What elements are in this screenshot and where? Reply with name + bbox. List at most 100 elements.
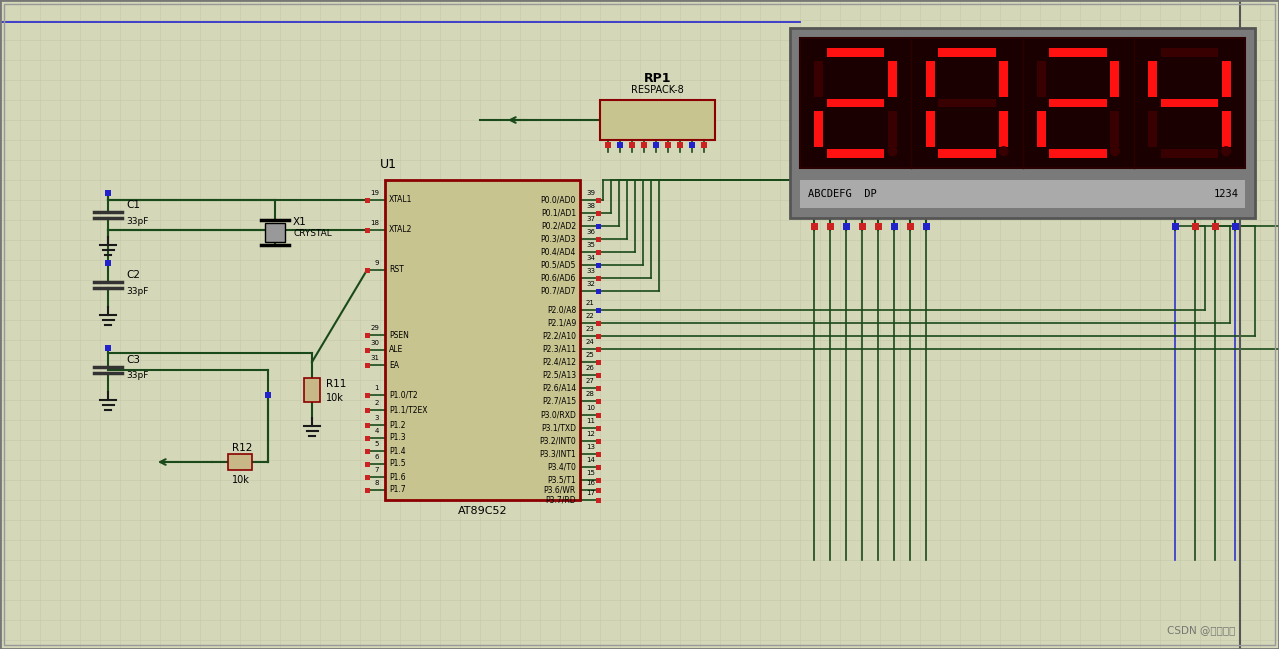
- Text: P1.1/T2EX: P1.1/T2EX: [389, 406, 427, 415]
- Bar: [596, 289, 601, 293]
- Bar: [596, 439, 601, 443]
- Bar: [596, 223, 601, 228]
- Text: P3.6/WR: P3.6/WR: [544, 485, 576, 495]
- Bar: [596, 386, 601, 391]
- Bar: [365, 461, 370, 467]
- Text: RST: RST: [389, 265, 404, 275]
- Text: 1234: 1234: [1214, 189, 1239, 199]
- Bar: [1211, 223, 1219, 230]
- Text: 31: 31: [370, 355, 379, 361]
- Text: P0.7/AD7: P0.7/AD7: [541, 286, 576, 295]
- Text: 8: 8: [375, 480, 379, 486]
- Text: P1.4: P1.4: [389, 447, 405, 456]
- Text: P0.2/AD2: P0.2/AD2: [541, 221, 576, 230]
- Text: R11: R11: [326, 379, 347, 389]
- Text: P1.2: P1.2: [389, 421, 405, 430]
- Text: 3: 3: [375, 415, 379, 421]
- Bar: [365, 267, 370, 273]
- Text: P0.0/AD0: P0.0/AD0: [541, 195, 576, 204]
- Bar: [926, 111, 935, 147]
- Text: 22: 22: [586, 313, 595, 319]
- Bar: [365, 332, 370, 337]
- Text: P1.3: P1.3: [389, 434, 405, 443]
- Bar: [888, 111, 897, 147]
- Bar: [641, 142, 647, 148]
- Bar: [596, 197, 601, 202]
- Circle shape: [888, 147, 897, 156]
- Bar: [265, 223, 285, 242]
- Text: 28: 28: [586, 391, 595, 397]
- Text: C2: C2: [127, 270, 139, 280]
- Bar: [365, 393, 370, 397]
- Bar: [596, 465, 601, 469]
- Bar: [596, 360, 601, 365]
- Circle shape: [999, 147, 1008, 156]
- Text: P3.4/T0: P3.4/T0: [547, 463, 576, 472]
- Text: PSEN: PSEN: [389, 330, 409, 339]
- Text: 34: 34: [586, 255, 595, 261]
- Bar: [1050, 48, 1106, 57]
- Bar: [815, 61, 824, 97]
- Text: 15: 15: [586, 470, 595, 476]
- Text: P1.7: P1.7: [389, 485, 405, 495]
- Text: P3.0/RXD: P3.0/RXD: [540, 411, 576, 419]
- Bar: [629, 142, 634, 148]
- Text: 21: 21: [586, 300, 595, 306]
- Text: P2.6/A14: P2.6/A14: [542, 384, 576, 393]
- Text: 4: 4: [375, 428, 379, 434]
- Text: 13: 13: [586, 444, 595, 450]
- Text: P3.1/TXD: P3.1/TXD: [541, 424, 576, 432]
- Bar: [875, 223, 881, 230]
- Text: 18: 18: [370, 220, 379, 226]
- Bar: [596, 347, 601, 352]
- Text: 10k: 10k: [231, 475, 249, 485]
- Bar: [365, 474, 370, 480]
- Bar: [596, 426, 601, 430]
- Bar: [365, 487, 370, 493]
- Text: C3: C3: [127, 355, 139, 365]
- Bar: [858, 223, 866, 230]
- Bar: [665, 142, 671, 148]
- Text: 12: 12: [586, 431, 595, 437]
- Bar: [596, 413, 601, 417]
- Text: 2: 2: [375, 400, 379, 406]
- Bar: [596, 373, 601, 378]
- Bar: [815, 111, 824, 147]
- Bar: [828, 149, 884, 158]
- Bar: [365, 228, 370, 232]
- Bar: [1161, 99, 1218, 108]
- Text: 36: 36: [586, 229, 595, 235]
- Bar: [304, 378, 320, 402]
- Text: P1.0/T2: P1.0/T2: [389, 391, 418, 400]
- Bar: [385, 180, 579, 500]
- Bar: [1149, 61, 1157, 97]
- Bar: [605, 142, 611, 148]
- Text: 16: 16: [586, 480, 595, 486]
- Bar: [365, 197, 370, 202]
- Bar: [1037, 61, 1046, 97]
- Text: X1: X1: [293, 217, 307, 227]
- Text: 38: 38: [586, 203, 595, 209]
- Text: 33pF: 33pF: [127, 371, 148, 380]
- Text: XTAL1: XTAL1: [389, 195, 412, 204]
- Text: 23: 23: [586, 326, 595, 332]
- Bar: [105, 190, 111, 196]
- Bar: [701, 142, 707, 148]
- Text: P2.3/A11: P2.3/A11: [542, 345, 576, 354]
- Bar: [365, 363, 370, 367]
- Bar: [105, 260, 111, 266]
- Bar: [596, 249, 601, 254]
- Text: 27: 27: [586, 378, 595, 384]
- Text: 10: 10: [586, 405, 595, 411]
- Text: P3.7/RD: P3.7/RD: [545, 495, 576, 504]
- Text: 29: 29: [370, 325, 379, 331]
- Text: 1: 1: [375, 385, 379, 391]
- Text: 19: 19: [370, 190, 379, 196]
- Text: 6: 6: [375, 454, 379, 460]
- Bar: [596, 321, 601, 326]
- Bar: [596, 334, 601, 339]
- Text: 5: 5: [375, 441, 379, 447]
- Text: 33pF: 33pF: [127, 286, 148, 295]
- Bar: [790, 28, 1255, 218]
- Text: P0.1/AD1: P0.1/AD1: [541, 208, 576, 217]
